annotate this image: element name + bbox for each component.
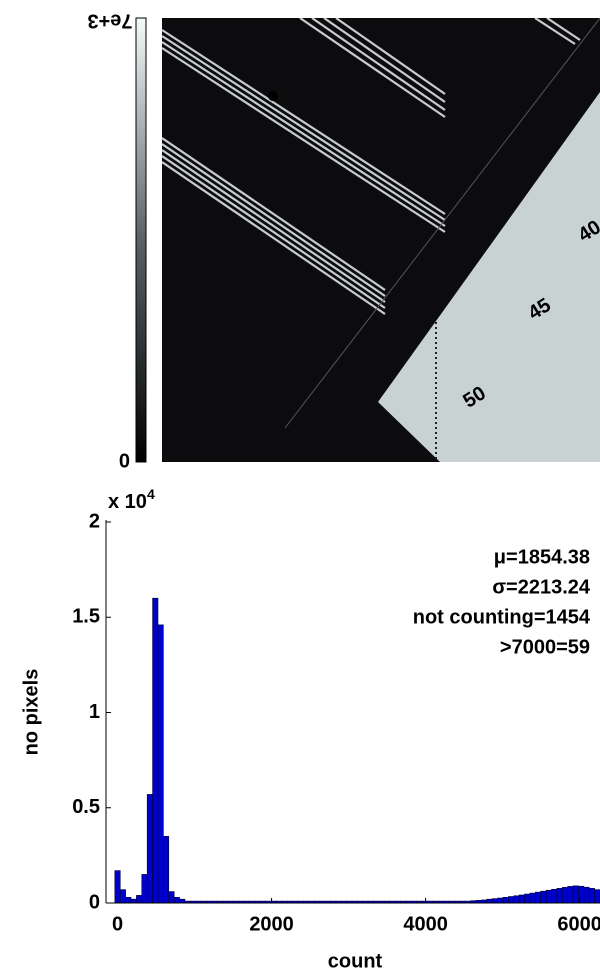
x-tick-label: 6000	[557, 913, 600, 935]
bar	[573, 886, 578, 903]
bar	[551, 889, 556, 903]
annotation: σ=2213.24	[492, 576, 591, 598]
bar	[136, 895, 141, 903]
y-axis-label: no pixels	[20, 669, 42, 756]
x-axis-label: count	[328, 950, 383, 972]
bar	[503, 897, 508, 903]
figure: 40 45 50 0 7e+3 count no pixels x 104 0 0.…	[0, 0, 600, 974]
bar	[126, 897, 131, 903]
spot	[268, 91, 278, 101]
bar	[153, 598, 158, 903]
bar	[535, 892, 540, 903]
colorbar-tick-label: 0	[119, 450, 130, 472]
colorbar-ticks: 0 7e+3	[87, 10, 140, 473]
y-tick-label: 0	[89, 891, 100, 913]
bar	[158, 625, 163, 903]
bar	[541, 891, 546, 903]
x-tick-label: 0	[112, 913, 123, 935]
bar	[568, 886, 573, 903]
y-tick-label: 1.5	[72, 606, 100, 628]
histogram: count no pixels x 104 0 0.5 1 1.5 2 0 2000 4000…	[20, 486, 600, 973]
bar	[562, 887, 567, 903]
bar	[557, 888, 562, 903]
image: 40 45 50	[162, 18, 600, 462]
colorbar	[136, 18, 146, 462]
annotation: μ=1854.38	[494, 546, 590, 568]
bar	[589, 888, 594, 903]
bar	[584, 887, 589, 903]
y-tick-label: 1	[89, 701, 100, 723]
bar	[120, 890, 125, 903]
bar	[142, 874, 147, 903]
x-tick-label: 4000	[403, 913, 448, 935]
bar	[514, 896, 519, 903]
multiplier-base: x 10	[108, 491, 147, 513]
bar	[498, 898, 503, 903]
multiplier-exponent: 4	[147, 486, 155, 502]
bar	[169, 892, 174, 903]
bar	[519, 895, 524, 903]
annotation: >7000=59	[500, 636, 590, 658]
bar	[174, 897, 179, 903]
y-tick-label: 2	[89, 510, 100, 532]
bar	[525, 894, 530, 903]
bar	[508, 897, 513, 903]
bar	[492, 899, 497, 903]
bar	[180, 899, 185, 903]
y-tick-label: 0.5	[72, 796, 100, 818]
bar	[163, 836, 168, 903]
annotation: not counting=1454	[413, 606, 591, 628]
bar	[530, 893, 535, 903]
y-multiplier: x 104	[108, 486, 155, 514]
bar	[147, 794, 152, 903]
colorbar-tick-label: 7e+3	[87, 10, 132, 32]
bar	[131, 899, 136, 903]
bar	[487, 899, 492, 903]
bar	[546, 890, 551, 903]
x-tick-label: 2000	[249, 913, 294, 935]
bar	[595, 890, 600, 903]
